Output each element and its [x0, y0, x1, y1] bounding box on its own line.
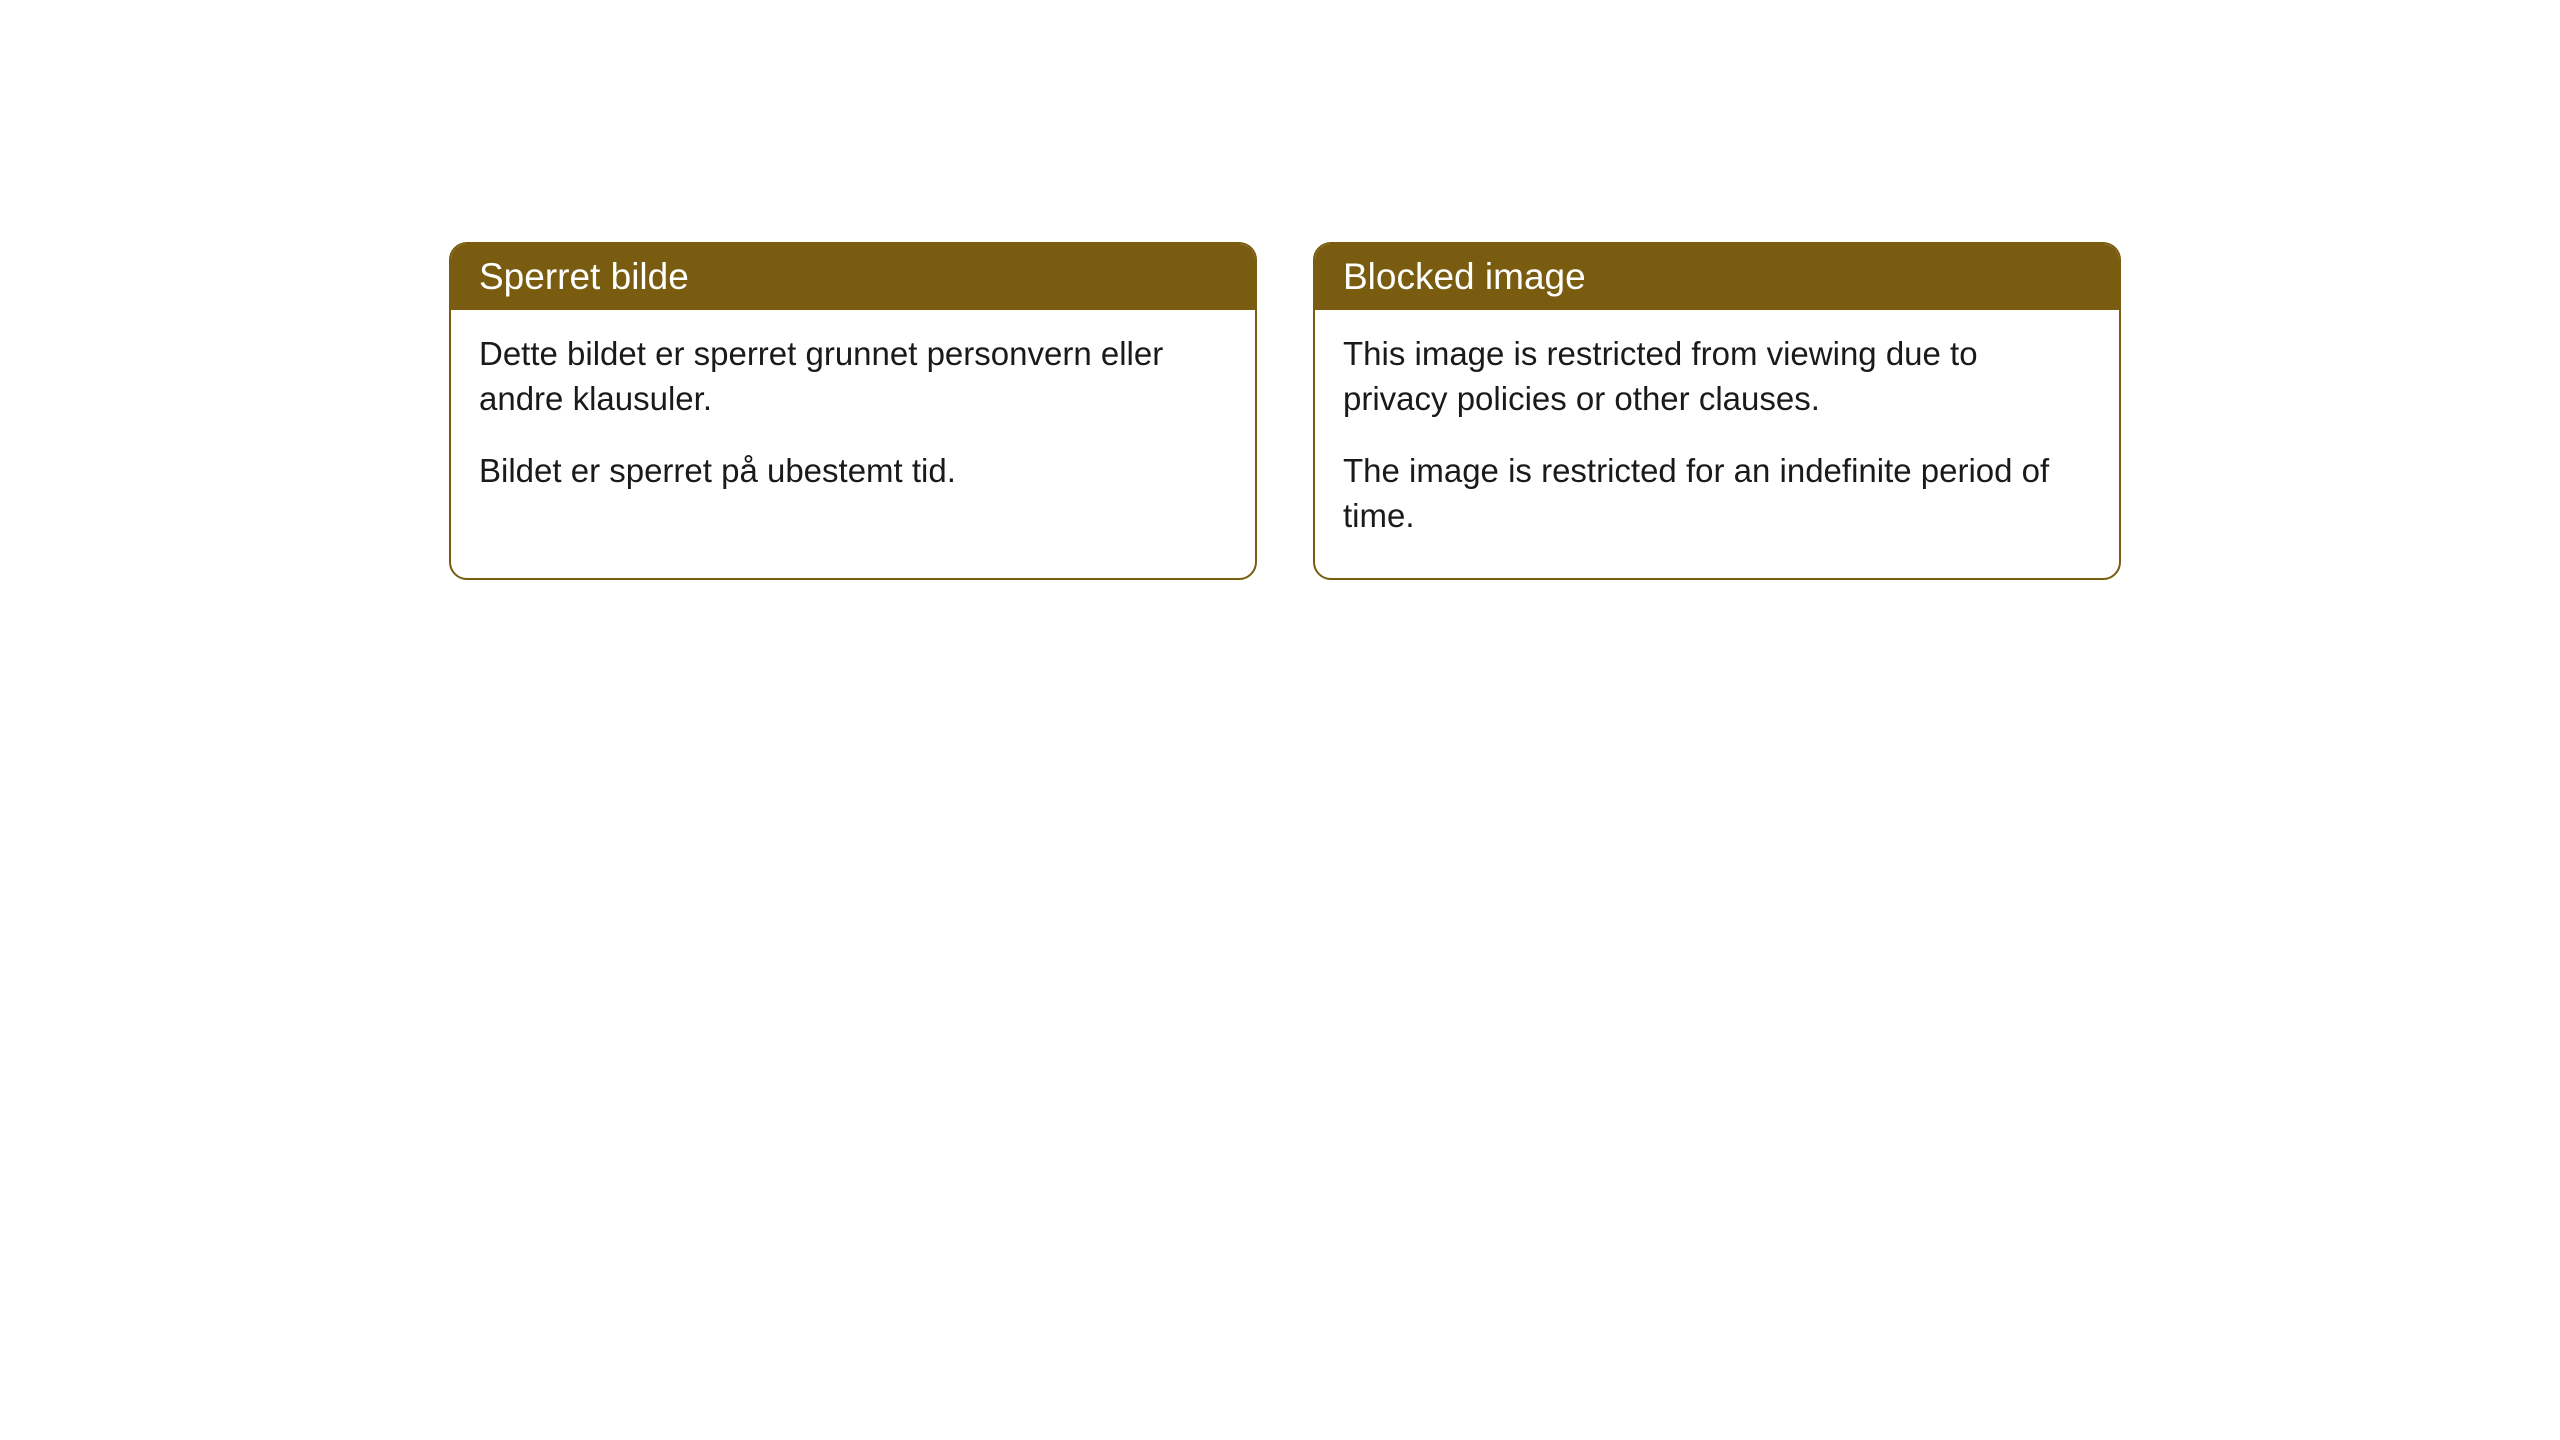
card-title: Sperret bilde — [479, 256, 689, 297]
card-paragraph-1: This image is restricted from viewing du… — [1343, 332, 2091, 421]
card-title: Blocked image — [1343, 256, 1586, 297]
blocked-image-card-english: Blocked image This image is restricted f… — [1313, 242, 2121, 580]
card-paragraph-1: Dette bildet er sperret grunnet personve… — [479, 332, 1227, 421]
card-paragraph-2: The image is restricted for an indefinit… — [1343, 449, 2091, 538]
blocked-image-card-norwegian: Sperret bilde Dette bildet er sperret gr… — [449, 242, 1257, 580]
notice-cards-container: Sperret bilde Dette bildet er sperret gr… — [449, 242, 2121, 580]
card-body: Dette bildet er sperret grunnet personve… — [451, 310, 1255, 534]
card-header: Sperret bilde — [451, 244, 1255, 310]
card-paragraph-2: Bildet er sperret på ubestemt tid. — [479, 449, 1227, 494]
card-body: This image is restricted from viewing du… — [1315, 310, 2119, 578]
card-header: Blocked image — [1315, 244, 2119, 310]
